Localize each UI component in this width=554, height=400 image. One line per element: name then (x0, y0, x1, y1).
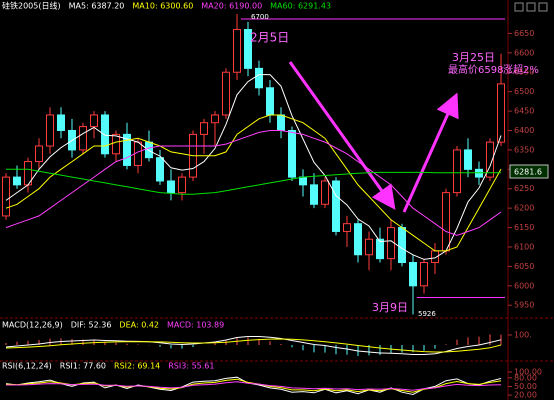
candle-body (233, 29, 241, 73)
candle-body (453, 149, 461, 194)
legend-entry: DIF: 52.36 (71, 321, 112, 330)
y-tick-label: 6350 (514, 145, 534, 154)
candle-body (409, 262, 417, 287)
candle-body (200, 122, 208, 135)
candle-body (486, 141, 494, 178)
indicator-line (6, 381, 502, 391)
y-tick-label: 6550 (514, 68, 534, 77)
candle-body (266, 87, 274, 116)
y-tick-label: 6100 (514, 242, 534, 251)
candle-body (244, 29, 252, 69)
candle-body (376, 238, 384, 260)
candle-body (222, 71, 230, 116)
annotation: 3月9日 (372, 301, 408, 314)
candle-body (123, 133, 131, 166)
y-tick-label: 6200 (514, 204, 534, 213)
annotation: 3月25日 (452, 51, 495, 64)
candle-body (332, 180, 340, 232)
legend-entry: RSI3: 55.61 (168, 362, 214, 371)
window-button[interactable] (526, 2, 536, 12)
y-tick-label: 6000 (514, 281, 534, 290)
candle-body (277, 114, 285, 131)
candle-body (145, 141, 153, 159)
candle-body (398, 227, 406, 264)
y-tick-label: 6250 (514, 184, 534, 193)
annotation: 6281.6 (514, 168, 542, 177)
indicator-line (5, 114, 502, 252)
arrow (402, 92, 459, 213)
candle-body (299, 176, 307, 186)
legend-entry: MA10: 6300.60 (132, 2, 193, 11)
y-tick-label: 6150 (514, 223, 534, 232)
legend-entry: RSI2: 69.14 (114, 362, 160, 371)
panel-title: MACD(12,26,9) (2, 321, 63, 330)
y-tick-label: 6400 (514, 126, 534, 135)
y-tick-label: 6600 (514, 48, 534, 57)
y-tick-label: 50.00 (514, 382, 537, 391)
candle-body (442, 192, 450, 252)
candle-body (112, 133, 120, 155)
candle-body (35, 145, 43, 163)
arrow (288, 61, 396, 210)
y-tick-label: 100. (514, 331, 532, 340)
y-tick-label: 100.00 (514, 368, 542, 377)
candle-body (167, 180, 175, 194)
legend-entry: MA5: 6387.20 (69, 2, 125, 11)
candle-body (101, 114, 109, 155)
annotation: 涨超2% (503, 63, 539, 76)
candle-body (464, 149, 472, 170)
window-button[interactable] (538, 2, 548, 12)
y-tick-label: 6050 (514, 262, 534, 271)
y-tick-label: 5950 (514, 301, 534, 310)
y-tick-label: 6500 (514, 87, 534, 96)
indicator-line (6, 168, 502, 195)
candle-body (354, 223, 362, 256)
candle-body (420, 262, 428, 287)
price-box (509, 164, 549, 179)
candle-body (2, 176, 10, 217)
candle-body (57, 114, 65, 131)
legend-entry: MA60: 6291.43 (270, 2, 331, 11)
y-tick-label: 80.00 (514, 373, 537, 382)
candle-body (90, 114, 98, 128)
legend-entry: DEA: 0.42 (119, 321, 159, 330)
candle-body (343, 223, 351, 232)
indicator-line (5, 336, 502, 355)
y-tick-label: 6650 (514, 29, 534, 38)
legend-entry: RSI1: 77.60 (60, 362, 106, 371)
annotation: 5926 (418, 310, 436, 318)
candle-body (321, 180, 329, 205)
candle-body (497, 83, 505, 143)
indicator-line (5, 74, 502, 260)
candle-body (156, 157, 164, 182)
y-tick-label: 20.00 (514, 391, 537, 400)
annotation: 6700 (251, 13, 269, 21)
candle-body (13, 176, 21, 186)
candle-body (79, 126, 87, 151)
annotation: 最高价6598 (448, 63, 503, 76)
y-tick-label: 6450 (514, 107, 534, 116)
candle-body (288, 129, 296, 178)
candle-body (211, 114, 219, 124)
panel-title: 硅铁2005(日线) (2, 1, 61, 11)
candle-body (134, 141, 142, 166)
candle-body (310, 184, 318, 205)
indicator-line (5, 338, 502, 353)
window-button[interactable] (514, 2, 524, 12)
panel-title: RSI(6,12,24) (2, 362, 52, 371)
candle-body (365, 238, 373, 256)
legend-entry: MACD: 103.89 (167, 321, 224, 330)
candle-body (178, 176, 186, 194)
legend-entry: MA20: 6190.00 (201, 2, 262, 11)
candle-body (255, 67, 263, 89)
indicator-line (5, 130, 502, 236)
annotation: 2月5日 (250, 31, 289, 45)
candle-body (46, 114, 54, 147)
